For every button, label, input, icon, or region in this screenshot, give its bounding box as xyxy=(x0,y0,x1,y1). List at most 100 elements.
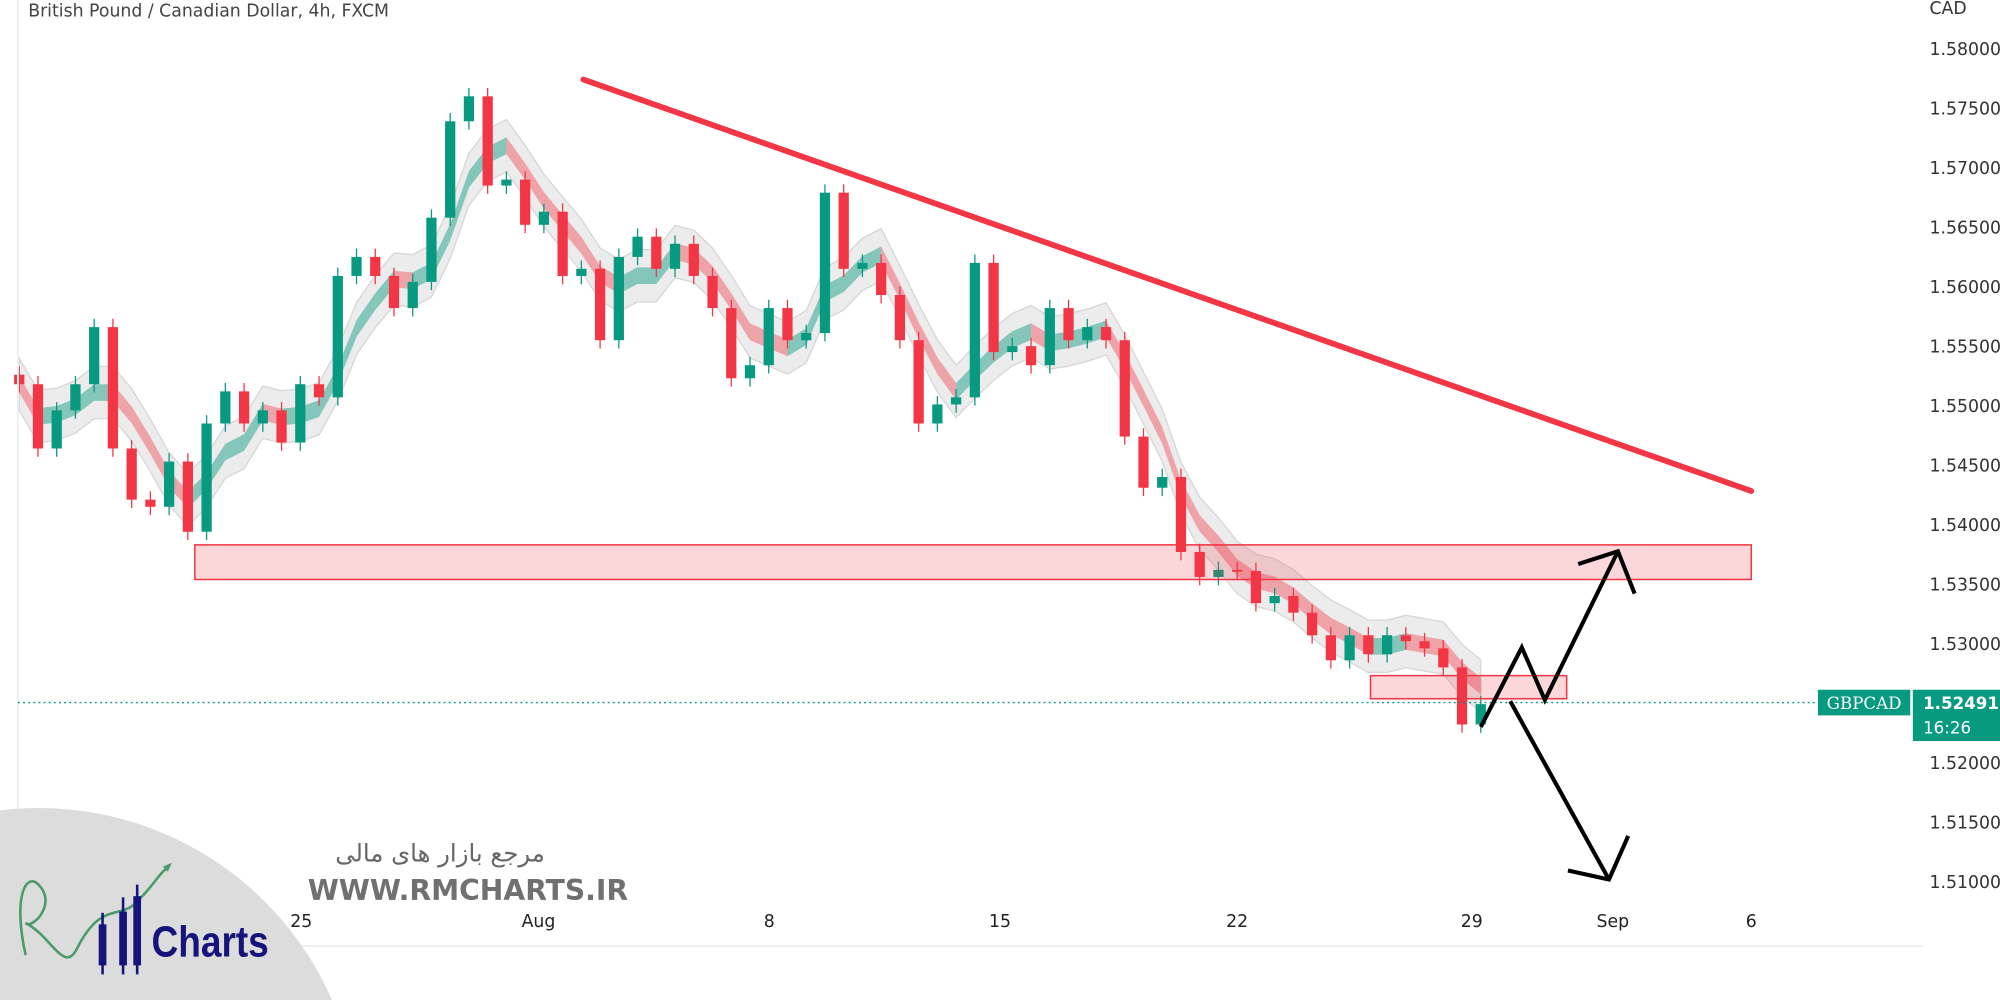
candle xyxy=(1025,337,1037,374)
last-price-label: 1.52491 16:26 xyxy=(1912,689,2000,742)
candle-body xyxy=(1381,635,1393,655)
candle-body xyxy=(126,448,137,500)
candle xyxy=(51,402,62,457)
candle-body xyxy=(1157,477,1168,488)
candle-body xyxy=(969,262,980,398)
candle-body xyxy=(726,308,737,379)
candle xyxy=(313,375,325,406)
price-tick-label: 1.54000 xyxy=(1929,516,2000,536)
time-axis[interactable]: 25 Aug 8 15 22 29 Sep 6 xyxy=(290,912,1757,932)
candle-body xyxy=(276,410,287,443)
candle-body xyxy=(1363,635,1374,655)
candle-body xyxy=(932,404,943,424)
watermark-circle xyxy=(0,807,333,1000)
candle-body xyxy=(313,384,325,398)
candle-body xyxy=(501,179,512,186)
price-tick-label: 1.57500 xyxy=(1929,100,2000,120)
candle xyxy=(164,453,175,516)
chart-title: British Pound / Canadian Dollar, 4h, FXC… xyxy=(28,2,389,22)
candle-body xyxy=(201,423,212,532)
candle-body xyxy=(876,262,887,295)
currency-label: CAD xyxy=(1929,0,1966,19)
candle-body xyxy=(520,179,531,225)
candle-body xyxy=(1138,436,1149,488)
candle-body xyxy=(1194,551,1205,577)
candle xyxy=(669,235,681,278)
candle-body xyxy=(107,327,119,449)
candle xyxy=(351,248,362,285)
candle xyxy=(819,184,831,342)
bearish-scenario-arrow[interactable] xyxy=(1508,700,1631,882)
candle xyxy=(182,453,193,541)
candle xyxy=(538,203,550,234)
price-axis[interactable]: 1.58000 1.57500 1.57000 1.56500 1.56000 1.555… xyxy=(1929,40,2000,893)
candle xyxy=(1438,640,1449,676)
candle xyxy=(838,184,849,278)
last-price-value: 1.52491 xyxy=(1923,694,1999,713)
symbol-label: GBPCAD xyxy=(1817,689,1911,716)
ma-ribbon-segment xyxy=(1218,535,1238,576)
price-tick-label: 1.51000 xyxy=(1929,873,2000,893)
date-tick-label: 6 xyxy=(1746,912,1757,932)
candle-body xyxy=(819,192,831,334)
candle xyxy=(501,171,512,194)
candle-body xyxy=(1400,635,1411,642)
candle xyxy=(801,324,812,349)
candle xyxy=(932,396,943,432)
price-tick-label: 1.51500 xyxy=(1929,813,2000,833)
candle-body xyxy=(1475,704,1486,725)
candle-body xyxy=(801,333,812,341)
bullish-scenario-arrow[interactable] xyxy=(1478,548,1637,728)
date-tick-label: 22 xyxy=(1226,912,1248,932)
candle xyxy=(1269,587,1280,612)
candle-body xyxy=(988,262,999,353)
candle-body xyxy=(257,410,268,424)
candle-body xyxy=(538,211,550,225)
candle-body xyxy=(1232,569,1243,572)
candle xyxy=(1344,626,1355,669)
candle xyxy=(463,87,475,130)
price-tick-label: 1.53000 xyxy=(1929,635,2000,655)
candle-body xyxy=(1307,612,1318,636)
ma-ribbon-segment xyxy=(225,434,245,461)
ma-ribbon-segment xyxy=(131,406,151,454)
ma-ribbon-segment xyxy=(356,293,376,337)
candle-body xyxy=(1025,346,1037,366)
resistance-zone[interactable] xyxy=(194,544,1753,581)
support-zone[interactable] xyxy=(1369,674,1568,700)
ma-ribbon-segment xyxy=(731,293,750,341)
candle-body xyxy=(32,384,44,449)
price-tick-label: 1.52000 xyxy=(1929,754,2000,774)
candle xyxy=(651,228,662,278)
candle xyxy=(950,388,962,413)
descending-trendline[interactable] xyxy=(580,76,1755,494)
candle-body xyxy=(838,192,849,269)
candle xyxy=(445,112,456,226)
moving-average-band xyxy=(18,118,1482,714)
candle-body xyxy=(445,121,456,218)
candle-body xyxy=(145,499,156,507)
ma-ribbon-segment xyxy=(993,331,1013,363)
candle xyxy=(988,254,999,361)
candle-body xyxy=(1082,327,1093,341)
candle-body xyxy=(164,461,175,507)
candle xyxy=(1063,299,1074,349)
candle xyxy=(220,383,231,432)
candle xyxy=(744,356,756,387)
candle xyxy=(594,260,606,349)
candle-body xyxy=(51,410,62,449)
price-tick-label: 1.58000 xyxy=(1929,40,2000,60)
rmcharts-watermark: Charts مرجع بازار های مالی WWW.RMCHARTS.… xyxy=(0,807,628,1000)
candle-body xyxy=(1213,569,1224,577)
candle xyxy=(1082,318,1093,349)
candle xyxy=(1213,561,1224,586)
candle xyxy=(126,440,137,508)
candle xyxy=(370,248,381,285)
candle xyxy=(1100,318,1112,349)
candle xyxy=(238,383,250,432)
candle xyxy=(1119,331,1130,445)
candle-body xyxy=(426,217,437,282)
bar-countdown: 16:26 xyxy=(1923,718,1971,737)
date-tick-label: 15 xyxy=(989,912,1011,932)
